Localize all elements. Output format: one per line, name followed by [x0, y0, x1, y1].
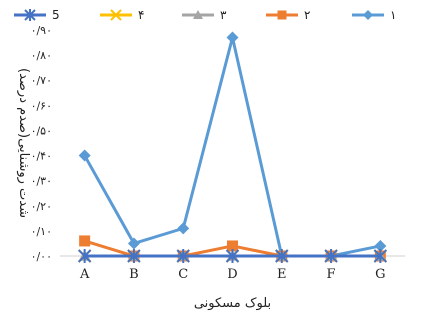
y-tick-label: ۰/۵۰: [31, 124, 52, 137]
data-point-marker: [176, 249, 190, 263]
data-point-marker: [363, 10, 373, 20]
legend-label: ۳: [220, 8, 227, 22]
y-tick-label: ۰/۶۰: [31, 99, 52, 112]
data-point-marker: [78, 149, 91, 162]
x-axis-title: بلوک مسکونی: [194, 296, 271, 311]
x-tick-label: G: [375, 267, 385, 282]
data-point-marker: [277, 10, 287, 20]
legend-item: ۲: [266, 8, 310, 22]
series: [78, 31, 387, 262]
data-point-marker: [177, 222, 190, 235]
x-tick-label: F: [327, 267, 336, 282]
data-point-marker: [193, 10, 203, 19]
series-line: [83, 36, 381, 258]
data-point-marker: [225, 249, 240, 263]
x-tick-label: D: [227, 267, 237, 282]
y-tick-label: ۰/۴۰: [31, 150, 52, 163]
data-point-marker: [226, 31, 239, 44]
data-point-marker: [77, 249, 92, 263]
legend-label: 5: [52, 8, 60, 22]
legend-label: ۲: [304, 8, 310, 22]
x-tick-label: C: [178, 267, 188, 282]
data-point-marker: [374, 239, 387, 252]
y-axis-ticks: ۰/۰۰ ۰/۱۰ ۰/۲۰ ۰/۳۰ ۰/۴۰ ۰/۵۰ ۰/۶۰ ۰/۷۰ ۰/۸۰ ۰/۹۰: [31, 24, 52, 263]
y-tick-label: ۰/۷۰: [31, 74, 52, 87]
series-layer: [77, 31, 388, 263]
legend-item: ۴: [100, 8, 144, 22]
x-tick-label: E: [277, 267, 287, 282]
y-tick-label: ۰/۱۰: [31, 225, 52, 238]
data-point-marker: [324, 249, 338, 263]
x-tick-label: B: [129, 267, 139, 282]
legend-item: 5: [14, 8, 60, 22]
x-axis-ticks: A B C D E F G: [79, 267, 386, 282]
x-tick-label: A: [79, 267, 90, 282]
y-axis-title: شدت روشنایی(صدم درصد): [16, 68, 31, 218]
data-point-marker: [24, 9, 36, 21]
y-tick-label: ۰/۰۰: [31, 250, 52, 263]
data-point-marker: [110, 9, 122, 21]
legend-label: ۴: [138, 8, 144, 22]
data-point-marker: [373, 249, 388, 263]
data-point-marker: [79, 235, 91, 247]
y-tick-label: ۰/۲۰: [31, 200, 52, 213]
y-tick-label: ۰/۳۰: [31, 175, 52, 188]
data-point-marker: [127, 249, 141, 263]
data-point-marker: [127, 237, 140, 250]
legend-item: ۱: [352, 8, 396, 22]
data-point-marker: [227, 240, 238, 252]
series: [77, 249, 388, 263]
y-tick-label: ۰/۹۰: [31, 24, 52, 37]
legend-label: ۱: [390, 8, 396, 22]
y-tick-label: ۰/۸۰: [31, 49, 52, 62]
legend-item: ۳: [182, 8, 227, 22]
data-point-marker: [275, 249, 289, 263]
legend: ۱ ۲ ۳ ۴ 5: [14, 8, 396, 22]
